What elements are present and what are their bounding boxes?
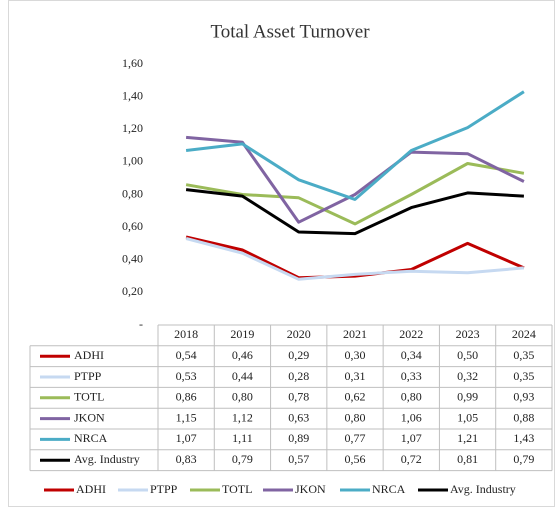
- table-cell: 0,81: [457, 452, 478, 466]
- table-cell: 0,57: [288, 452, 309, 466]
- table-cell: 1,05: [457, 410, 478, 424]
- y-tick-label: 1,40: [122, 88, 143, 102]
- table-cell: 1,21: [457, 431, 478, 445]
- table-cell: 1,12: [232, 410, 253, 424]
- table-cell: 0,28: [288, 369, 309, 383]
- table-cell: 0,56: [345, 452, 366, 466]
- table-cell: 0,35: [513, 369, 534, 383]
- table-row-label: PTPP: [74, 369, 102, 383]
- table-cell: 0,99: [457, 390, 478, 404]
- table-cell: 0,88: [513, 410, 534, 424]
- table-cell: 0,32: [457, 369, 478, 383]
- table-cell: 1,07: [176, 431, 197, 445]
- table-cell: 1,07: [401, 431, 422, 445]
- table-cell: 0,83: [176, 452, 197, 466]
- y-tick-label: 0,40: [122, 252, 143, 266]
- table-cell: 0,34: [401, 348, 422, 362]
- legend-label: Avg. Industry: [450, 482, 516, 496]
- x-tick-label: 2019: [230, 327, 254, 341]
- table-cell: 0,63: [288, 410, 309, 424]
- y-tick-label: 1,20: [122, 121, 143, 135]
- x-tick-label: 2021: [343, 327, 367, 341]
- table-cell: 1,06: [401, 410, 422, 424]
- table-cell: 0,78: [288, 390, 309, 404]
- series-line: [185, 188, 524, 236]
- table-cell: 0,44: [232, 369, 253, 383]
- table-cell: 0,80: [232, 390, 253, 404]
- table-cell: 0,29: [288, 348, 309, 362]
- table-cell: 0,30: [345, 348, 366, 362]
- legend-label: ADHI: [76, 482, 106, 496]
- table-cell: 1,43: [513, 431, 534, 445]
- x-tick-label: 2018: [174, 327, 198, 341]
- chart-title: Total Asset Turnover: [210, 21, 370, 42]
- table-cell: 0,86: [176, 390, 197, 404]
- y-tick-label: 1,00: [122, 154, 143, 168]
- y-tick-label: -: [139, 317, 143, 331]
- legend-label: PTPP: [150, 482, 178, 496]
- table-cell: 0,77: [345, 431, 366, 445]
- x-tick-label: 2024: [512, 327, 536, 341]
- x-tick-label: 2020: [287, 327, 311, 341]
- table-cell: 0,46: [232, 348, 253, 362]
- table-cell: 0,35: [513, 348, 534, 362]
- legend-label: NRCA: [372, 482, 406, 496]
- series-line: [185, 237, 525, 281]
- table-cell: 0,79: [513, 452, 534, 466]
- series-line: [185, 235, 525, 280]
- y-tick-label: 0,80: [122, 186, 143, 200]
- table-cell: 0,80: [401, 390, 422, 404]
- table-cell: 1,15: [176, 410, 197, 424]
- table-cell: 0,31: [345, 369, 366, 383]
- table-cell: 0,54: [176, 348, 197, 362]
- series-line: [185, 90, 525, 201]
- y-tick-label: 1,60: [122, 56, 143, 70]
- x-tick-label: 2023: [456, 327, 480, 341]
- series-line: [185, 162, 525, 226]
- table-row-label: Avg. Industry: [74, 452, 140, 466]
- table-cell: 0,62: [345, 390, 366, 404]
- table-cell: 0,53: [176, 369, 197, 383]
- table-cell: 1,11: [232, 431, 253, 445]
- table-row-label: ADHI: [74, 348, 104, 362]
- table-cell: 0,89: [288, 431, 309, 445]
- table-row-label: NRCA: [74, 431, 108, 445]
- y-tick-label: 0,20: [122, 284, 143, 298]
- table-cell: 0,80: [345, 410, 366, 424]
- legend-label: JKON: [295, 482, 326, 496]
- table-cell: 0,93: [513, 390, 534, 404]
- series-line: [185, 135, 525, 224]
- y-tick-label: 0,60: [122, 219, 143, 233]
- table-cell: 0,50: [457, 348, 478, 362]
- table-row-label: TOTL: [74, 390, 104, 404]
- table-cell: 0,79: [232, 452, 253, 466]
- x-tick-label: 2022: [399, 327, 423, 341]
- chart-frame: [8, 0, 555, 507]
- table-cell: 0,72: [401, 452, 422, 466]
- table-cell: 0,33: [401, 369, 422, 383]
- table-row-label: JKON: [74, 410, 105, 424]
- legend-label: TOTL: [222, 482, 252, 496]
